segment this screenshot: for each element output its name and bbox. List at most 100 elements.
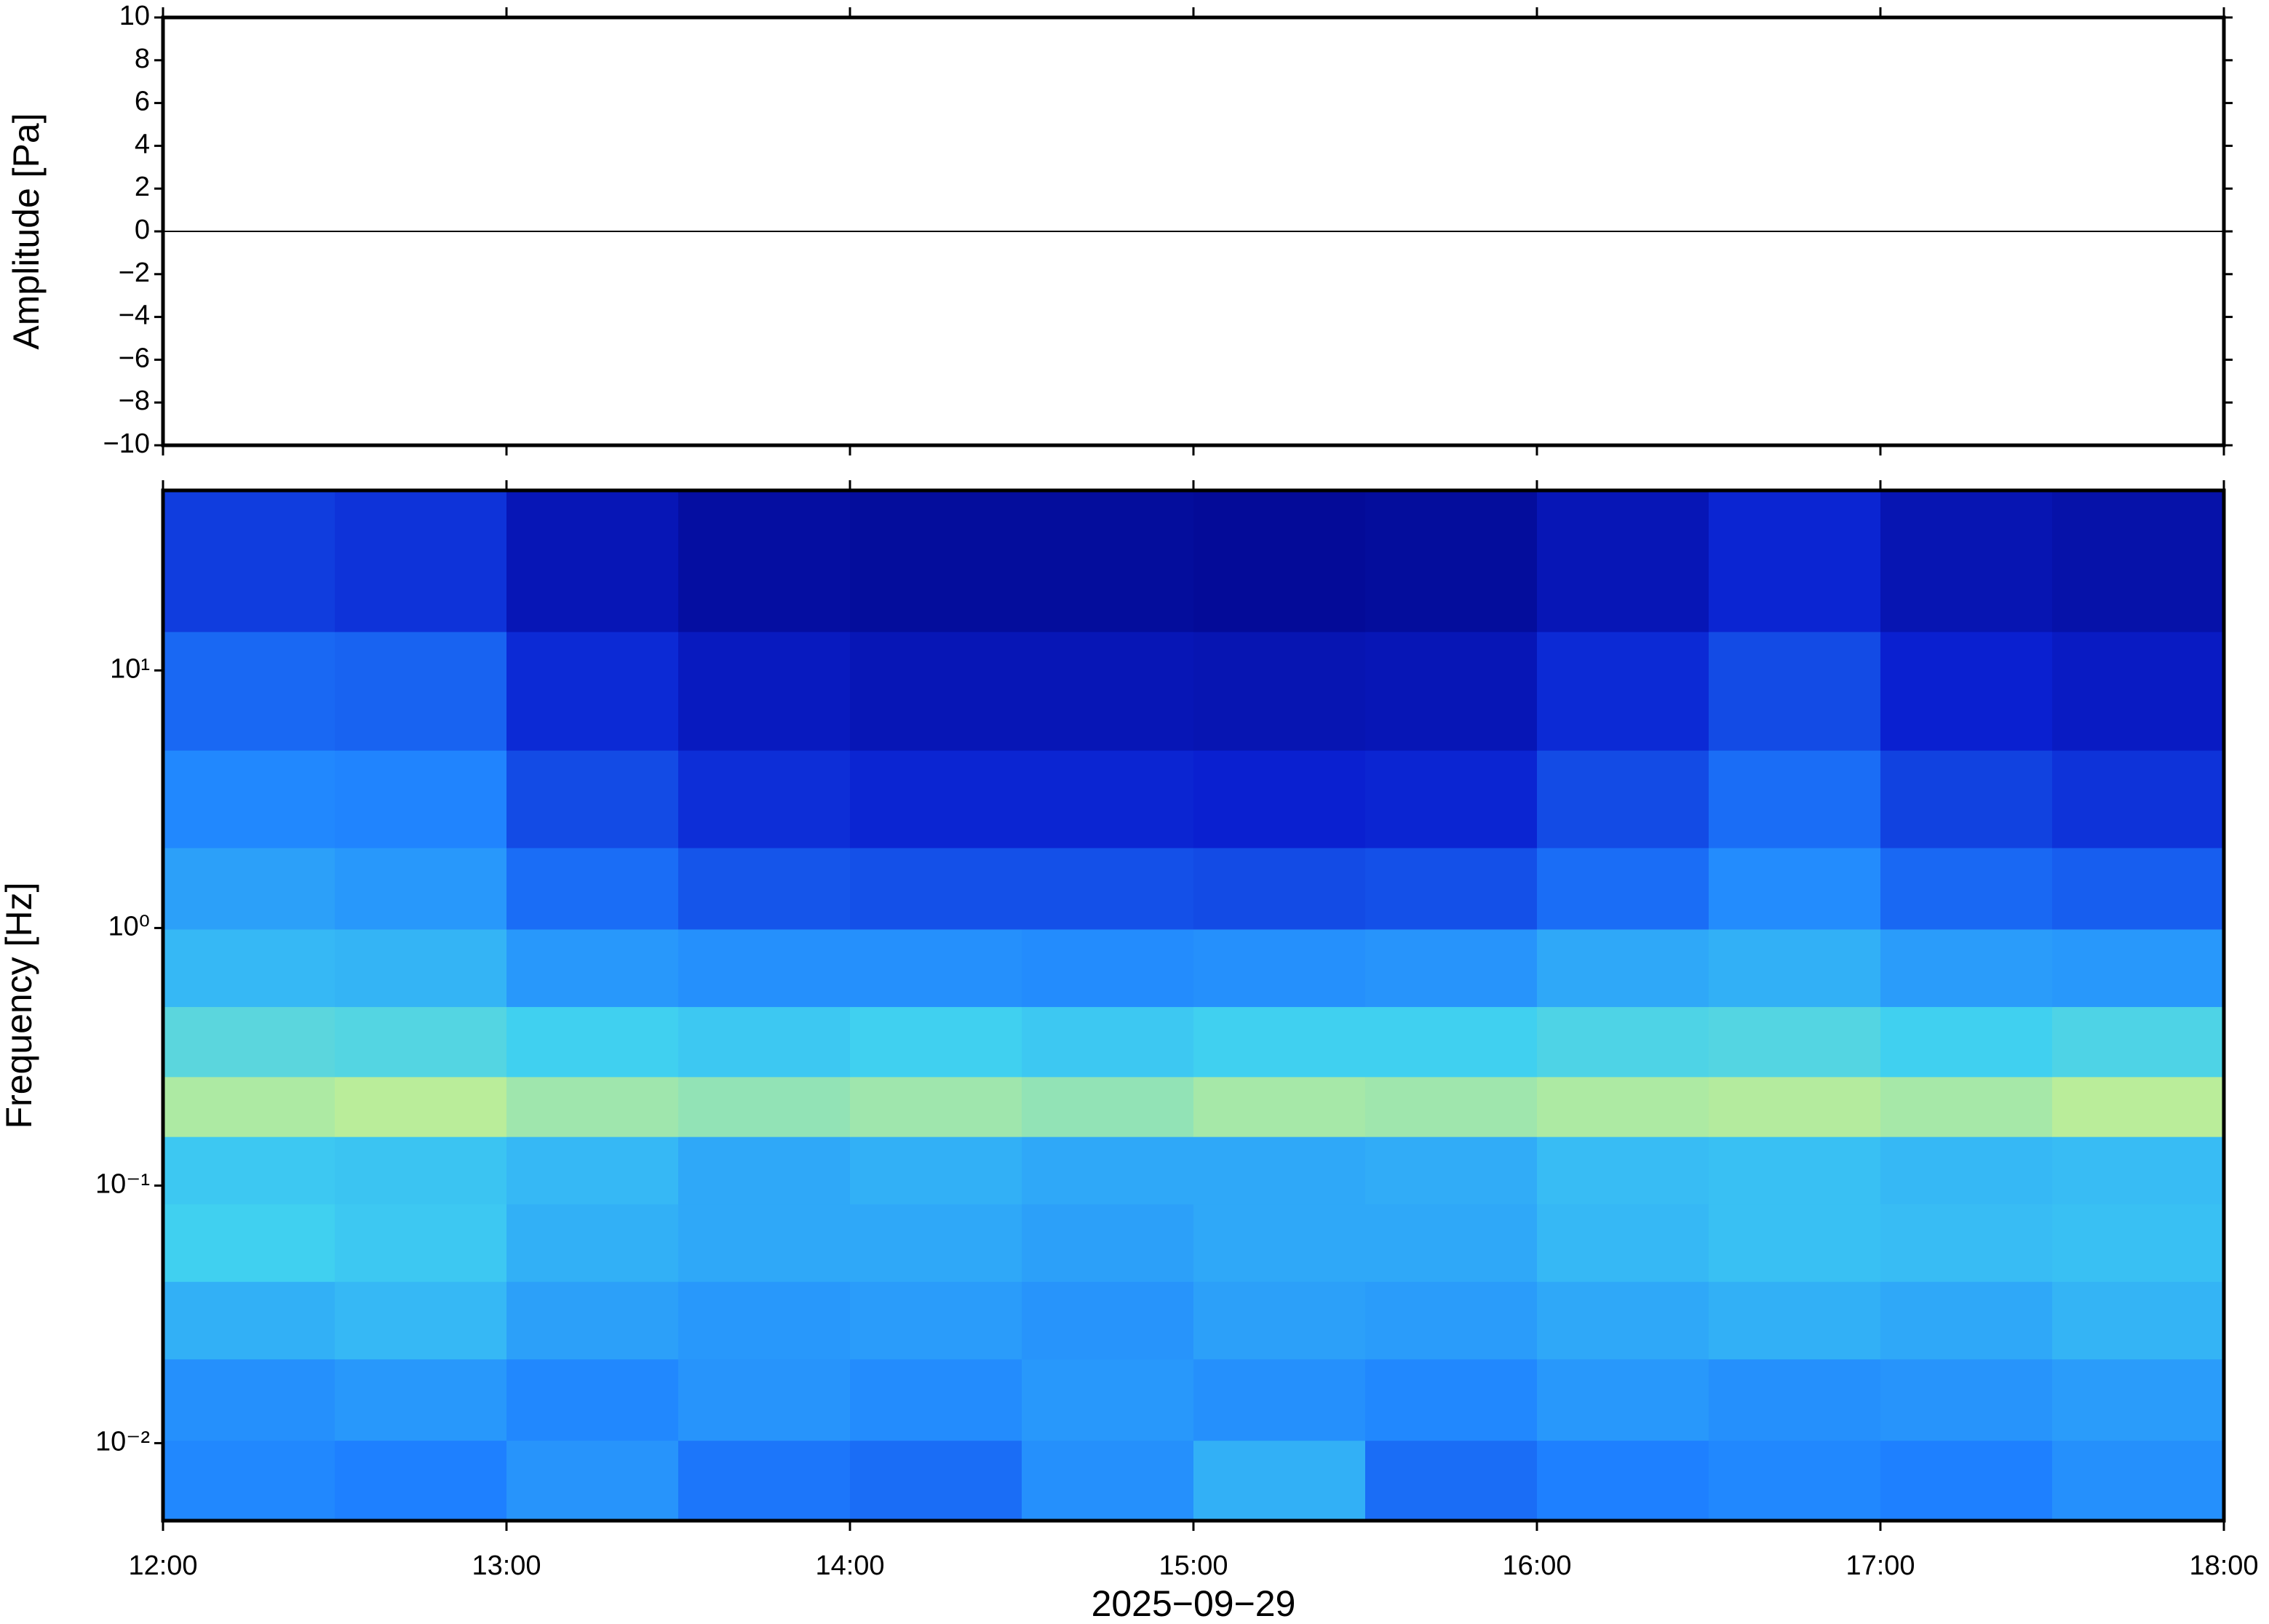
spectrogram-cell bbox=[1537, 1203, 1709, 1282]
spectrogram-cell bbox=[1365, 1281, 1538, 1360]
spectrogram-cell bbox=[1022, 632, 1194, 751]
spectrogram-cell bbox=[335, 1137, 507, 1205]
spectrogram-cell bbox=[506, 1281, 679, 1360]
spectrogram-cell bbox=[1365, 1137, 1538, 1205]
spectrogram-cell bbox=[1880, 1203, 2053, 1282]
spectrogram-cell bbox=[1537, 490, 1709, 632]
spectrogram-cell bbox=[1880, 1076, 2053, 1137]
spectrogram-cell bbox=[335, 750, 507, 848]
spectrogram-cell bbox=[163, 1137, 335, 1205]
spectrogram-cell bbox=[1022, 1137, 1194, 1205]
spectrogram-cell bbox=[678, 490, 851, 632]
spectrogram-cell bbox=[1880, 1440, 2053, 1521]
spectrogram-cell bbox=[1709, 928, 1881, 1008]
spectrogram-cell bbox=[506, 928, 679, 1008]
spectrogram-cell bbox=[678, 1006, 851, 1078]
spectrogram-cell bbox=[163, 1203, 335, 1282]
spectrogram-cell bbox=[335, 1006, 507, 1078]
spectrogram-cell bbox=[1537, 632, 1709, 751]
spectrogram-cell bbox=[163, 1006, 335, 1078]
spectrogram-cell bbox=[2052, 1358, 2224, 1441]
x-axis-label: 2025−09−29 bbox=[1092, 1583, 1296, 1624]
spectrogram-cell bbox=[1709, 750, 1881, 848]
spectrogram-cell bbox=[1193, 1137, 1366, 1205]
y-tick-label: 10⁻² bbox=[95, 1426, 150, 1457]
spectrogram-cell bbox=[1537, 848, 1709, 930]
spectrogram-cell bbox=[1537, 750, 1709, 848]
spectrogram-cell bbox=[2052, 1076, 2224, 1137]
spectrogram-cell bbox=[1365, 1203, 1538, 1282]
spectrogram-cell bbox=[1537, 1006, 1709, 1078]
spectrogram-cell bbox=[1193, 1281, 1366, 1360]
spectrogram-cell bbox=[163, 632, 335, 751]
spectrogram-cell bbox=[1709, 1137, 1881, 1205]
spectrogram-cell bbox=[850, 1440, 1022, 1521]
spectrogram-cell bbox=[1709, 848, 1881, 930]
y-tick-label: 10⁻¹ bbox=[95, 1169, 150, 1199]
x-tick-label: 18:00 bbox=[2189, 1551, 2258, 1581]
spectrogram-cell bbox=[1709, 490, 1881, 632]
spectrogram-cell bbox=[335, 632, 507, 751]
spectrogram-cell bbox=[335, 1076, 507, 1137]
x-tick-label: 16:00 bbox=[1502, 1551, 1571, 1581]
spectrogram-cell bbox=[1365, 1006, 1538, 1078]
spectrogram-cell bbox=[1709, 1358, 1881, 1441]
spectrogram-cell bbox=[678, 1203, 851, 1282]
spectrogram-cell bbox=[1709, 1440, 1881, 1521]
spectrogram-cell bbox=[2052, 1006, 2224, 1078]
y-tick-label: 4 bbox=[135, 129, 150, 159]
spectrogram-cell bbox=[1365, 1440, 1538, 1521]
spectrogram-cell bbox=[850, 750, 1022, 848]
spectrogram-cell bbox=[506, 632, 679, 751]
spectrogram-cell bbox=[2052, 1203, 2224, 1282]
spectrogram-cell bbox=[163, 1076, 335, 1137]
spectrogram-cell bbox=[1193, 848, 1366, 930]
spectrogram-cell bbox=[1709, 632, 1881, 751]
spectrogram-cell bbox=[1880, 928, 2053, 1008]
spectrogram-cell bbox=[1193, 632, 1366, 751]
spectrogram-cell bbox=[335, 1203, 507, 1282]
spectrogram-cell bbox=[1022, 1006, 1194, 1078]
y-tick-label: 0 bbox=[135, 215, 150, 245]
spectrogram-cell bbox=[2052, 928, 2224, 1008]
spectrogram-cell bbox=[335, 928, 507, 1008]
spectrogram-cell bbox=[335, 490, 507, 632]
spectrogram-cell bbox=[1537, 1440, 1709, 1521]
y-tick-label: 10 bbox=[119, 1, 150, 31]
spectrogram-cell bbox=[1022, 1281, 1194, 1360]
spectrogram-cell bbox=[335, 848, 507, 930]
spectrogram-cell bbox=[850, 490, 1022, 632]
y-tick-label: −6 bbox=[119, 343, 150, 373]
spectrogram-cell bbox=[678, 1137, 851, 1205]
spectrogram-cell bbox=[1880, 1006, 2053, 1078]
spectrogram-cell bbox=[506, 1440, 679, 1521]
x-tick-label: 14:00 bbox=[815, 1551, 884, 1581]
spectrogram-cell bbox=[1022, 1203, 1194, 1282]
spectrogram-cell bbox=[2052, 632, 2224, 751]
spectrogram-cell bbox=[678, 632, 851, 751]
spectrogram-cell bbox=[1880, 1358, 2053, 1441]
spectrogram-cell bbox=[678, 1281, 851, 1360]
spectrogram-cell bbox=[506, 848, 679, 930]
spectrogram-cell bbox=[1880, 1137, 2053, 1205]
spectrogram-cell bbox=[850, 1203, 1022, 1282]
spectrogram-cell bbox=[1365, 490, 1538, 632]
spectrogram-cell bbox=[850, 1137, 1022, 1205]
spectrogram-cell bbox=[1365, 632, 1538, 751]
y-tick-label: 2 bbox=[135, 172, 150, 202]
spectrogram-cell bbox=[163, 1281, 335, 1360]
x-tick-label: 17:00 bbox=[1845, 1551, 1915, 1581]
spectrogram-cell bbox=[850, 1358, 1022, 1441]
spectrogram-cell bbox=[163, 1440, 335, 1521]
spectrogram-cell bbox=[1537, 1076, 1709, 1137]
y-axis-label: Amplitude [Pa] bbox=[6, 113, 47, 349]
spectrogram-cell bbox=[1022, 928, 1194, 1008]
spectrogram-cell bbox=[1193, 1358, 1366, 1441]
spectrogram-cell bbox=[1537, 1281, 1709, 1360]
spectrogram-cell bbox=[1365, 848, 1538, 930]
y-tick-label: −4 bbox=[119, 300, 150, 331]
spectrogram-cell bbox=[850, 848, 1022, 930]
spectrogram-cell bbox=[1880, 632, 2053, 751]
spectrogram-cell bbox=[335, 1358, 507, 1441]
x-tick-label: 12:00 bbox=[128, 1551, 197, 1581]
